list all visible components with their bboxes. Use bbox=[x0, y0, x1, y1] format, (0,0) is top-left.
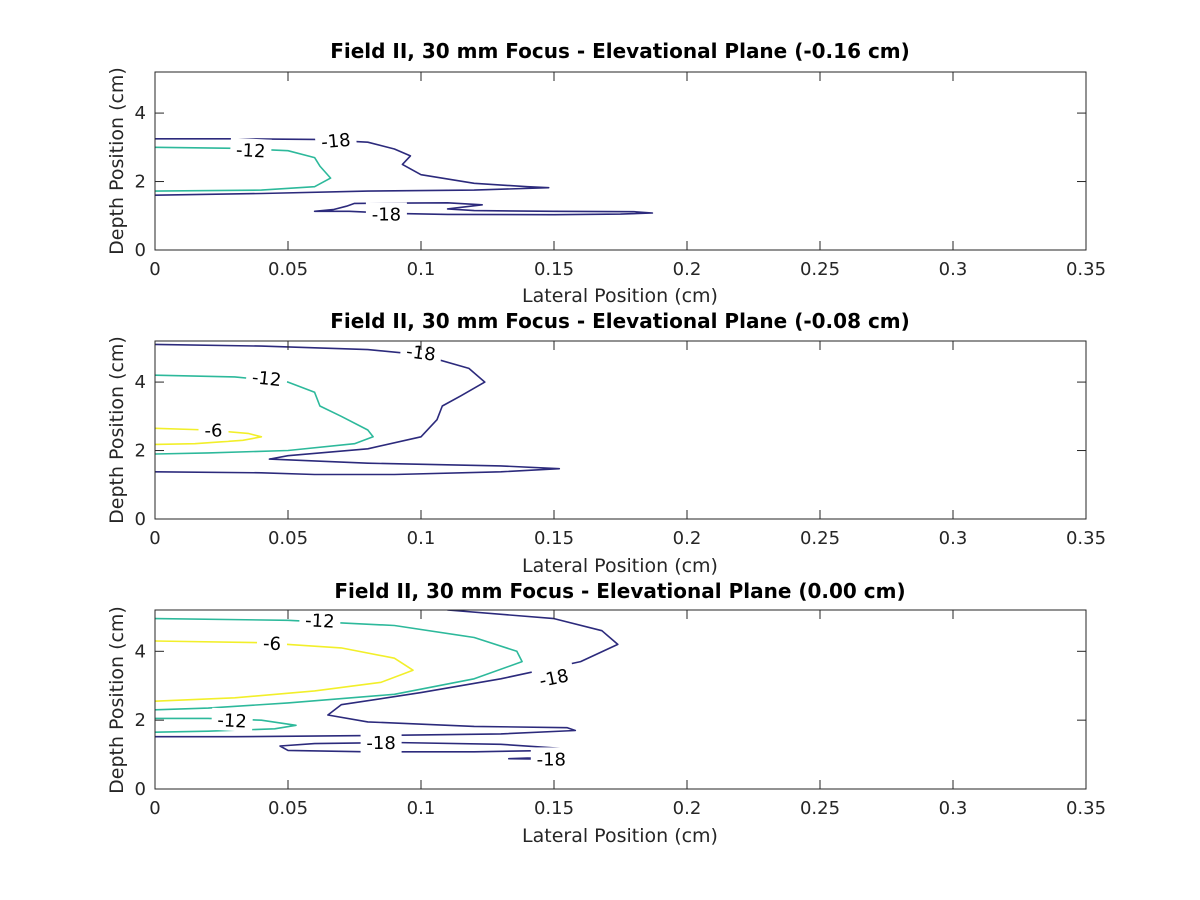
subplot-3-contour-6 bbox=[155, 640, 414, 702]
subplot-2-xtick-label-1: 0.05 bbox=[268, 528, 308, 549]
subplot-2-contour-label-1: -18 bbox=[399, 338, 443, 366]
subplot-1-title: Field II, 30 mm Focus - Elevational Plan… bbox=[330, 39, 910, 63]
subplot-1-contour-label-1: -18 bbox=[314, 127, 358, 153]
subplot-1-axes-box bbox=[154, 71, 1087, 251]
subplot-1-contour-label-3: -12 bbox=[229, 137, 272, 163]
svg-text:-18: -18 bbox=[320, 130, 351, 153]
subplot-2-xtick-label-6: 0.3 bbox=[939, 528, 968, 549]
subplot-2-xtick-label-2: 0.1 bbox=[407, 528, 436, 549]
subplot-2-xtick-label-0: 0 bbox=[149, 528, 160, 549]
subplot-1-xtick-label-7: 0.35 bbox=[1066, 259, 1106, 280]
subplot-3-xtick-label-3: 0.15 bbox=[534, 798, 574, 819]
subplot-3-contour-label-4: -12 bbox=[211, 707, 254, 733]
subplot-2-xtick-label-7: 0.35 bbox=[1066, 528, 1106, 549]
subplot-3-axes-box bbox=[154, 609, 1087, 790]
subplot-3-xtick-label-5: 0.25 bbox=[800, 798, 840, 819]
subplot-1-xtick-label-1: 0.05 bbox=[268, 259, 308, 280]
subplot-3-contour-label-6: -18 bbox=[530, 747, 572, 770]
subplot-2: Field II, 30 mm Focus - Elevational Plan… bbox=[106, 309, 1106, 577]
subplot-2-contour-label-3: -6 bbox=[198, 418, 229, 442]
subplot-1-contour-2 bbox=[313, 202, 654, 216]
subplot-3-ytick-label-2: 4 bbox=[135, 641, 146, 662]
subplot-2-xtick-label-5: 0.25 bbox=[800, 528, 840, 549]
svg-text:-12: -12 bbox=[217, 710, 247, 733]
subplot-2-contour-label-2: -12 bbox=[245, 364, 289, 391]
subplot-1-ylabel: Depth Position (cm) bbox=[106, 67, 128, 255]
subplot-2-axes-box bbox=[154, 340, 1087, 520]
subplot-2-xtick-label-3: 0.15 bbox=[534, 528, 574, 549]
subplot-3-xtick-label-1: 0.05 bbox=[268, 798, 308, 819]
subplot-1-xtick-label-5: 0.25 bbox=[800, 259, 840, 280]
subplot-3-ytick-label-0: 0 bbox=[135, 779, 146, 800]
subplot-3-contour-label-1: -12 bbox=[298, 607, 341, 633]
subplot-3-contour-1 bbox=[155, 610, 619, 738]
subplot-3-xlabel: Lateral Position (cm) bbox=[522, 825, 718, 847]
svg-text:-18: -18 bbox=[366, 733, 395, 754]
subplot-3-contour-5 bbox=[155, 717, 297, 733]
subplot-1-ytick-label-2: 4 bbox=[135, 103, 146, 124]
subplot-3-contour-2 bbox=[279, 741, 563, 753]
subplot-2-xtick-label-4: 0.2 bbox=[673, 528, 702, 549]
subplot-3-ytick-label-1: 2 bbox=[135, 710, 146, 731]
subplot-3: Field II, 30 mm Focus - Elevational Plan… bbox=[106, 579, 1106, 847]
svg-text:-12: -12 bbox=[236, 140, 266, 163]
subplot-1-xtick-label-3: 0.15 bbox=[534, 259, 574, 280]
subplot-3-contour-label-5: -18 bbox=[360, 731, 402, 754]
subplot-3-xtick-label-0: 0 bbox=[149, 798, 160, 819]
subplot-1-ytick-label-1: 2 bbox=[135, 172, 146, 193]
subplot-2-ytick-label-0: 0 bbox=[135, 509, 146, 530]
subplot-2-ytick-label-2: 4 bbox=[135, 372, 146, 393]
svg-text:-12: -12 bbox=[251, 367, 282, 391]
subplot-2-ylabel: Depth Position (cm) bbox=[106, 336, 128, 524]
subplot-1: Field II, 30 mm Focus - Elevational Plan… bbox=[106, 39, 1106, 307]
subplot-1-xtick-label-0: 0 bbox=[149, 259, 160, 280]
subplot-3-xtick-label-4: 0.2 bbox=[673, 798, 702, 819]
subplot-3-contour-label-2: -6 bbox=[256, 631, 288, 655]
subplot-2-title: Field II, 30 mm Focus - Elevational Plan… bbox=[330, 309, 910, 333]
subplot-1-xtick-label-6: 0.3 bbox=[939, 259, 968, 280]
subplot-1-xtick-label-4: 0.2 bbox=[673, 259, 702, 280]
subplot-2-xlabel: Lateral Position (cm) bbox=[522, 555, 718, 577]
svg-text:-6: -6 bbox=[263, 633, 282, 655]
subplot-3-ylabel: Depth Position (cm) bbox=[106, 606, 128, 794]
subplot-1-xlabel: Lateral Position (cm) bbox=[522, 285, 718, 307]
subplot-3-contour-label-3: -18 bbox=[531, 662, 577, 693]
subplot-3-xtick-label-7: 0.35 bbox=[1066, 798, 1106, 819]
subplot-3-contours bbox=[155, 610, 619, 760]
subplot-3-xtick-label-2: 0.1 bbox=[407, 798, 436, 819]
svg-text:-12: -12 bbox=[305, 610, 335, 633]
subplot-3-title: Field II, 30 mm Focus - Elevational Plan… bbox=[334, 579, 905, 603]
svg-text:-18: -18 bbox=[537, 749, 566, 770]
subplot-3-xtick-label-6: 0.3 bbox=[939, 798, 968, 819]
subplot-3-contour-4 bbox=[155, 617, 523, 711]
svg-text:-6: -6 bbox=[205, 421, 223, 442]
subplot-2-ytick-label-1: 2 bbox=[135, 441, 146, 462]
subplot-1-ytick-label-0: 0 bbox=[135, 240, 146, 261]
svg-text:-18: -18 bbox=[372, 204, 401, 225]
subplot-1-contour-label-2: -18 bbox=[365, 202, 407, 225]
subplot-1-xtick-label-2: 0.1 bbox=[407, 259, 436, 280]
